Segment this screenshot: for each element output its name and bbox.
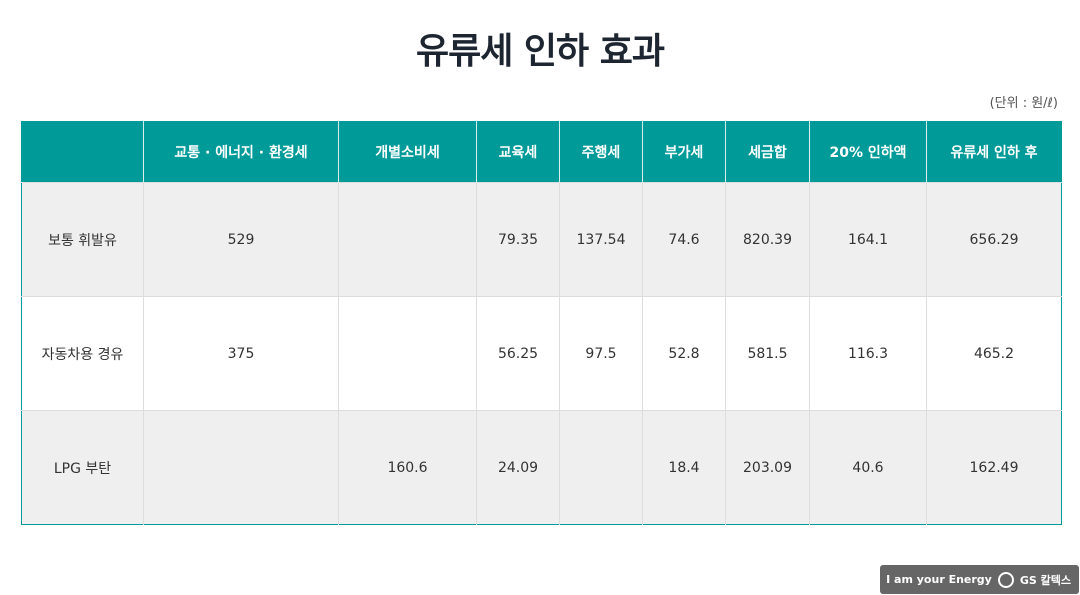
table-cell: 203.09 bbox=[725, 410, 810, 525]
column-header bbox=[21, 121, 144, 183]
table-cell: 375 bbox=[143, 296, 339, 411]
column-header: 주행세 bbox=[559, 121, 643, 183]
column-header: 유류세 인하 후 bbox=[926, 121, 1062, 183]
table-cell: 97.5 bbox=[559, 296, 643, 411]
table-cell: 79.35 bbox=[476, 182, 560, 297]
table-cell: 465.2 bbox=[926, 296, 1062, 411]
table-cell: 18.4 bbox=[642, 410, 726, 525]
table-cell: 24.09 bbox=[476, 410, 560, 525]
tax-table: 교통 · 에너지 · 환경세 개별소비세 교육세 주행세 부가세 세금합 20% 인하액 유류… bbox=[21, 121, 1062, 525]
table-row: 자동차용 경유 375 56.25 97.5 52.8 581.5 116.3 465.2 bbox=[21, 296, 1062, 411]
column-header: 20% 인하액 bbox=[809, 121, 927, 183]
table-cell: 52.8 bbox=[642, 296, 726, 411]
table-cell bbox=[143, 410, 339, 525]
gs-caltex-logo: I am your Energy GS 칼텍스 bbox=[880, 565, 1079, 594]
table-cell: 56.25 bbox=[476, 296, 560, 411]
header-row: 교통 · 에너지 · 환경세 개별소비세 교육세 주행세 부가세 세금합 20% 인하액 유류… bbox=[21, 121, 1062, 183]
table-cell bbox=[338, 182, 477, 297]
table-cell: 820.39 bbox=[725, 182, 810, 297]
column-header: 교통 · 에너지 · 환경세 bbox=[143, 121, 339, 183]
logo-brand: GS 칼텍스 bbox=[1019, 573, 1071, 587]
table-cell: 164.1 bbox=[809, 182, 927, 297]
table-row: LPG 부탄 160.6 24.09 18.4 203.09 40.6 162.49 bbox=[21, 410, 1062, 525]
table-row: 보통 휘발유 529 79.35 137.54 74.6 820.39 164.1 656.2… bbox=[21, 182, 1062, 297]
gs-logo-icon bbox=[997, 571, 1014, 588]
column-header: 세금합 bbox=[725, 121, 810, 183]
logo-slogan: I am your Energy bbox=[886, 573, 992, 586]
table-cell: 160.6 bbox=[338, 410, 477, 525]
column-header: 교육세 bbox=[476, 121, 560, 183]
unit-label: (단위 : 원/ℓ) bbox=[989, 96, 1058, 111]
table-cell: 581.5 bbox=[725, 296, 810, 411]
table-cell bbox=[338, 296, 477, 411]
table-cell: 116.3 bbox=[809, 296, 927, 411]
column-header: 부가세 bbox=[642, 121, 726, 183]
table-cell: 74.6 bbox=[642, 182, 726, 297]
table-cell: 162.49 bbox=[926, 410, 1062, 525]
table-cell: 656.29 bbox=[926, 182, 1062, 297]
row-label: 보통 휘발유 bbox=[21, 182, 144, 297]
table-cell bbox=[559, 410, 643, 525]
table-cell: 529 bbox=[143, 182, 339, 297]
page-title: 유류세 인하 효과 bbox=[416, 31, 665, 72]
column-header: 개별소비세 bbox=[338, 121, 477, 183]
row-label: LPG 부탄 bbox=[21, 410, 144, 525]
row-label: 자동차용 경유 bbox=[21, 296, 144, 411]
table-cell: 137.54 bbox=[559, 182, 643, 297]
table-cell: 40.6 bbox=[809, 410, 927, 525]
